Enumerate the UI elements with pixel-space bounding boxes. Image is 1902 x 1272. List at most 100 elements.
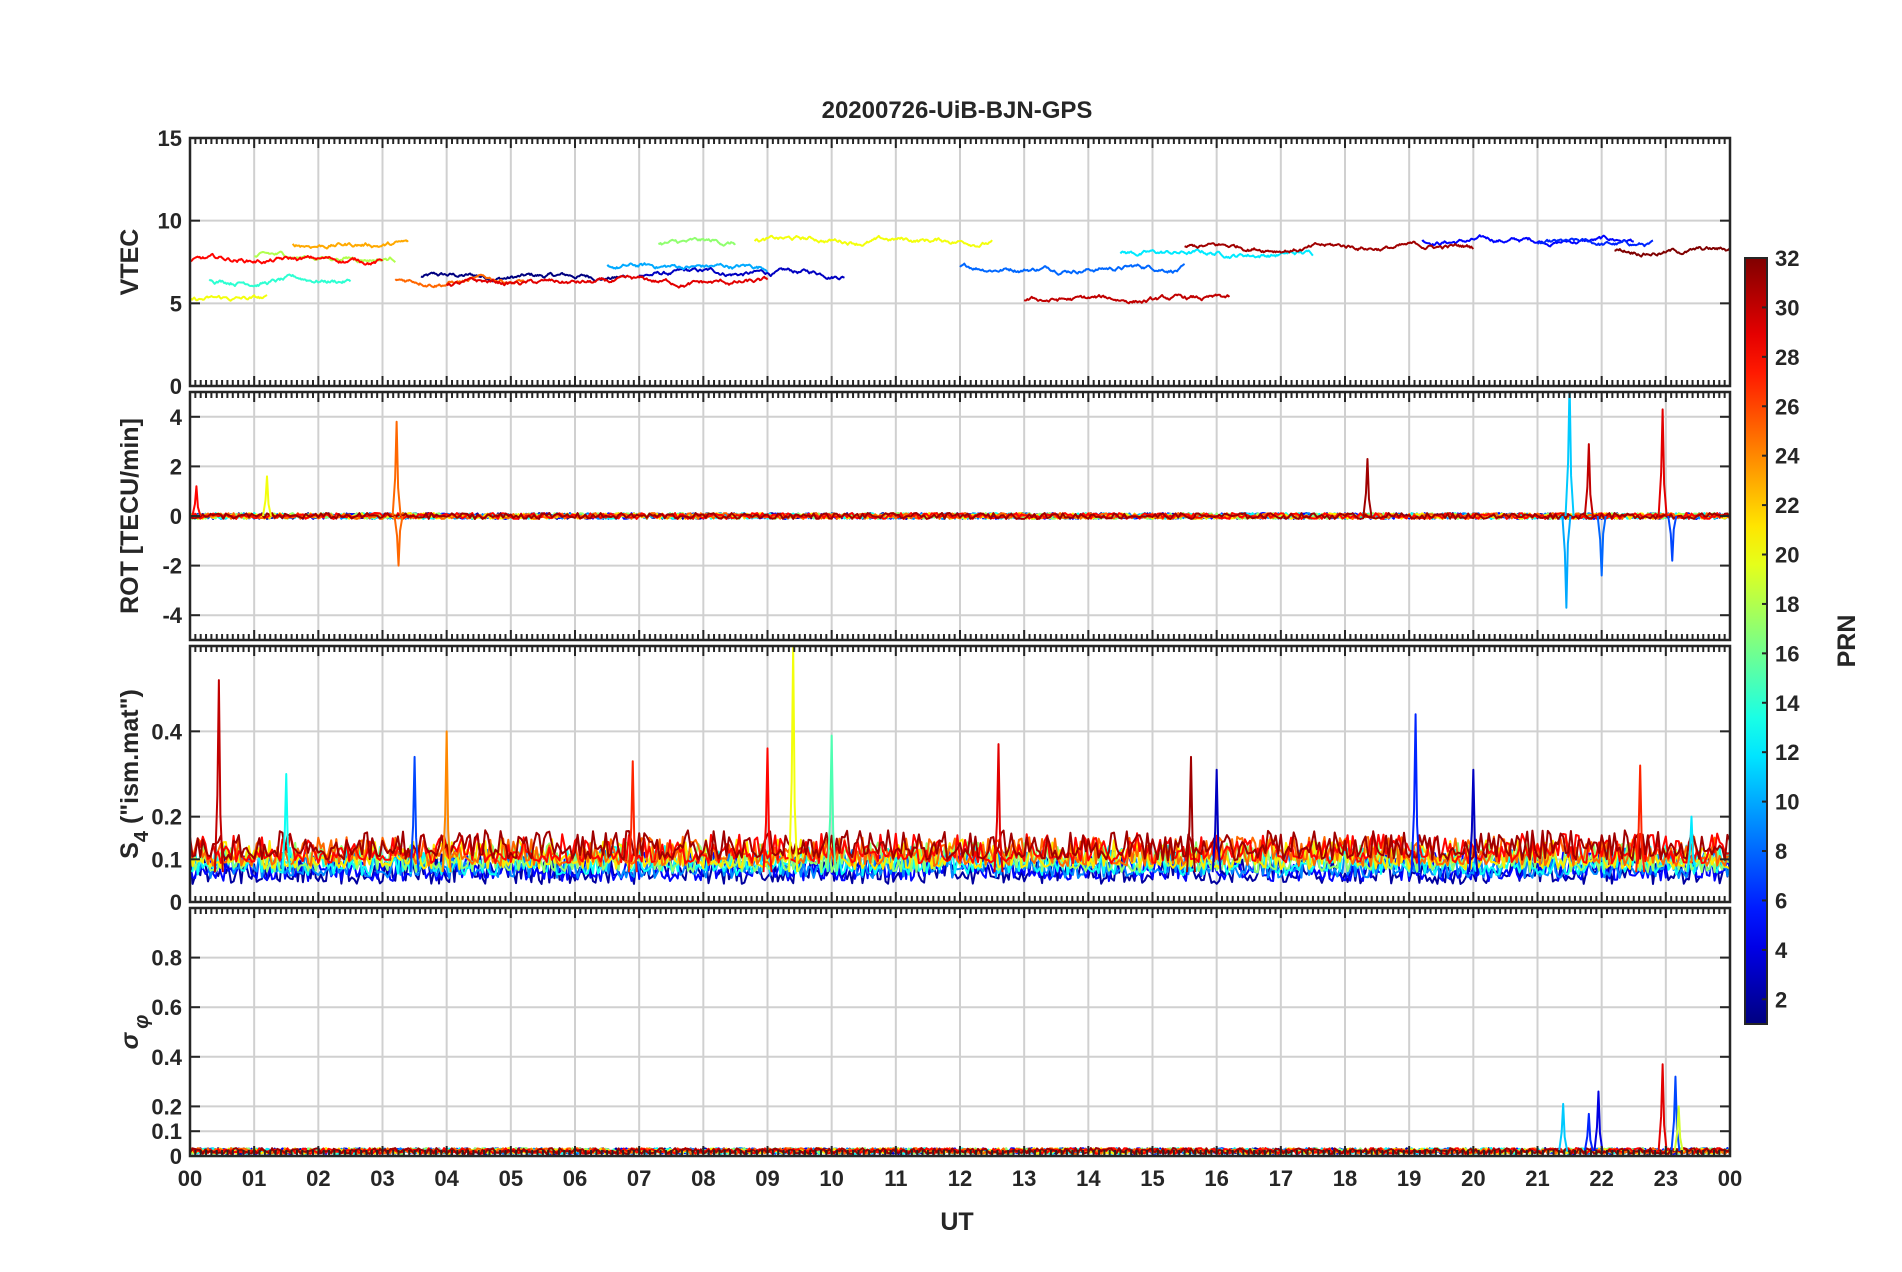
s4-spike (281, 773, 292, 873)
rot-spike (1657, 408, 1668, 517)
x-tick-label: 19 (1397, 1166, 1421, 1191)
colorbar-label: PRN (1833, 615, 1861, 668)
x-tick-label: 00 (178, 1166, 202, 1191)
sigma_phi-spike (1657, 1063, 1668, 1152)
colorbar-tick-label: 10 (1775, 790, 1799, 815)
y-axis-label-vtec: VTEC (116, 229, 144, 296)
panel-s4: 0 0.1 0.2 0.4S4 ("ism.mat") (116, 644, 1732, 915)
s4-spike (788, 646, 799, 873)
y-tick-label: 10 (158, 209, 182, 234)
traces-rot (190, 392, 1730, 609)
rot-spike (1564, 392, 1575, 517)
colorbar-tick-label: 24 (1775, 444, 1800, 469)
colorbar-tick-label: 30 (1775, 295, 1799, 320)
colorbar-tick-label: 6 (1775, 888, 1787, 913)
rot-spike (393, 515, 404, 567)
x-tick-label: 01 (242, 1166, 266, 1191)
y-axis-label-rot: ROT [TECU/min] (116, 418, 144, 614)
x-tick-label: 04 (434, 1166, 459, 1191)
y-tick-label: 5 (170, 291, 182, 316)
colorbar-tick-label: 8 (1775, 839, 1787, 864)
colorbar-tick-label: 16 (1775, 641, 1799, 666)
vtec-trace-prn-8 (959, 262, 1186, 276)
y-tick-label: 0.2 (151, 805, 182, 830)
panel-sigma_phi: 00.10.2 0.4 0.6 0.8 σφ 00 01 02 03 04 05 06 07 08 09 10… (116, 906, 1742, 1191)
y-tick-label: 0.4 (151, 1045, 182, 1070)
rot-spike (1596, 515, 1607, 577)
traces-vtec (190, 234, 1730, 305)
vtec-trace-prn-28 (190, 252, 384, 266)
sigma_phi-spike (1670, 1075, 1681, 1152)
vtec-trace-prn-5 (1421, 234, 1634, 248)
x-tick-label: 07 (627, 1166, 651, 1191)
x-tick-label: 13 (1012, 1166, 1036, 1191)
y-tick-label: -2 (162, 554, 182, 579)
vtec-trace-prn-6 (1536, 237, 1654, 248)
x-tick-label: 17 (1269, 1166, 1293, 1191)
x-axis-label: UT (940, 1208, 973, 1236)
x-tick-label: 09 (755, 1166, 779, 1191)
y-axis-label-sigma_phi: σφ (116, 1015, 153, 1050)
y-tick-label: 0.1 (151, 847, 182, 872)
s4-spike (627, 760, 638, 873)
x-tick-label: 22 (1589, 1166, 1613, 1191)
rot-spike (262, 475, 272, 517)
x-tick-label: 16 (1204, 1166, 1228, 1191)
y-tick-label: 0.4 (151, 719, 182, 744)
x-tick-label: 05 (499, 1166, 523, 1191)
colorbar-tick-label: 4 (1775, 938, 1788, 963)
vtec-trace-prn-25 (394, 273, 525, 289)
x-tick-label: 18 (1333, 1166, 1357, 1191)
x-tick-label: 06 (563, 1166, 587, 1191)
figure-title: 20200726-UiB-BJN-GPS (822, 97, 1093, 124)
y-tick-label: 0.2 (151, 1094, 182, 1119)
colorbar-tick-label: 14 (1775, 691, 1800, 716)
s4-trace-prn-9 (190, 847, 1730, 879)
vtec-trace-prn-1 (420, 271, 627, 283)
s4-spike (441, 730, 452, 873)
vtec-trace-prn-23 (291, 239, 409, 250)
s4-trace-prn-31 (190, 829, 1730, 862)
panel-vtec: 0 5 10 15 VTEC (116, 126, 1732, 399)
y-tick-label: 0 (170, 504, 182, 529)
s4-spike (409, 755, 420, 873)
s4-spike (1635, 764, 1646, 873)
vtec-trace-prn-20 (753, 234, 993, 248)
y-tick-label: 0.1 (151, 1119, 182, 1144)
vtec-trace-prn-3 (638, 266, 845, 281)
y-tick-label: 0.6 (151, 995, 182, 1020)
rot-spike (1583, 443, 1594, 517)
colorbar-tick-label: 18 (1775, 592, 1799, 617)
colorbar-tick-label: 26 (1775, 394, 1799, 419)
vtec-trace-prn-30 (1023, 293, 1231, 305)
panel-rot: -4 -2 0 2 4 ROT [TECU/min] (116, 390, 1732, 642)
sigma_phi-spike (1583, 1112, 1594, 1152)
s4-spike (826, 734, 837, 873)
colorbar-tick-label: 20 (1775, 543, 1799, 568)
x-tick-label: 03 (370, 1166, 394, 1191)
y-tick-label: -4 (162, 603, 182, 628)
rot-spike (191, 485, 202, 517)
sigma_phi-spike (1593, 1090, 1604, 1152)
colorbar-tick-label: 22 (1775, 493, 1799, 518)
s4-spike (213, 679, 224, 873)
x-tick-label: 11 (884, 1166, 907, 1191)
x-tick-label: 21 (1525, 1166, 1549, 1191)
colorbar-tick-label: 12 (1775, 740, 1799, 765)
vtec-trace-prn-17 (657, 236, 736, 247)
rot-spike (1561, 515, 1572, 609)
y-tick-label: 4 (170, 405, 183, 430)
vtec-trace-prn-10 (606, 262, 769, 273)
x-tick-label: 20 (1461, 1166, 1485, 1191)
x-tick-label: 10 (819, 1166, 843, 1191)
colorbar-tick-label: 2 (1775, 987, 1787, 1012)
vtec-trace-prn-32 (1614, 246, 1730, 258)
s4-spike (1468, 768, 1479, 873)
rot-spike (1362, 457, 1373, 517)
s4-spike (1410, 713, 1421, 873)
y-axis-label-s4: S4 ("ism.mat") (116, 689, 153, 859)
x-tick-label: 14 (1076, 1166, 1101, 1191)
